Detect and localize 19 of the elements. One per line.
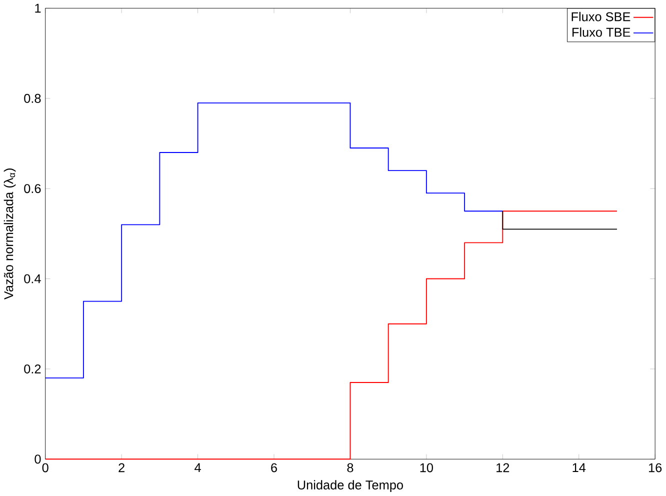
x-tick-label: 8 [347, 463, 354, 472]
legend-label: Fluxo TBE [572, 28, 630, 37]
x-tick-label: 6 [271, 463, 277, 472]
x-tick-label: 14 [572, 463, 586, 472]
x-axis-title: Unidade de Tempo [298, 480, 403, 492]
x-tick-label: 12 [496, 463, 510, 472]
y-axis-title: Vazão normalizada (λ$_{α}$) [4, 168, 16, 300]
legend-label: Fluxo SBE [572, 12, 630, 22]
x-tick-label: 10 [420, 463, 433, 472]
x-tick-label: 0 [42, 463, 48, 472]
y-tick-label: 0.4 [24, 274, 41, 284]
y-tick-label: 0.6 [24, 184, 41, 194]
y-tick-label: 0.2 [24, 364, 41, 374]
y-tick-label: 0.8 [24, 94, 41, 103]
y-tick-label: 1 [35, 4, 41, 13]
x-tick-label: 2 [118, 463, 124, 472]
x-tick-label: 4 [194, 463, 201, 472]
x-tick-label: 16 [648, 463, 662, 472]
y-tick-label: 0 [34, 454, 41, 464]
